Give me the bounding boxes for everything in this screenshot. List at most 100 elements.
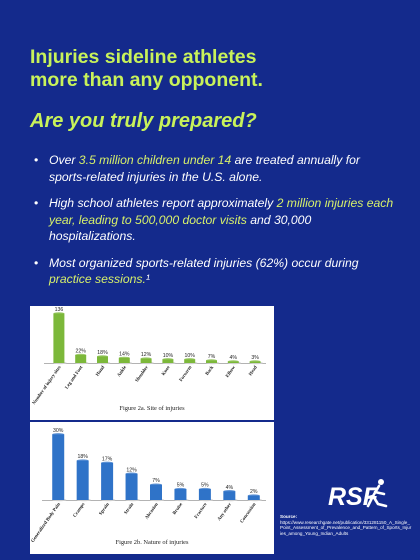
bar-cap	[198, 487, 211, 491]
bar-cap	[150, 483, 162, 486]
tick-label: Knee	[161, 365, 171, 377]
bar	[150, 484, 162, 500]
data-label: 18%	[77, 454, 88, 460]
site-of-injuries-chart: 136 Number of injury sites 22% Leg and Foot…	[32, 307, 266, 412]
source-citation: Source: https://www.researchgate.net/pub…	[280, 514, 412, 536]
tick-label: Fracture	[194, 502, 208, 520]
bullet-text: Most organized sports-related injuries (…	[49, 255, 359, 270]
tick-label: Ankle	[117, 365, 128, 378]
bar-cap	[140, 357, 152, 360]
tick-label: Shoulder	[135, 365, 150, 384]
data-label: 12%	[141, 352, 152, 358]
tick-label: Hand	[95, 365, 106, 378]
tick-label: Abrasion	[145, 502, 160, 521]
figure-site-of-injuries: 136 Number of injury sites 22% Leg and Foot…	[30, 306, 274, 420]
data-label: 3%	[251, 355, 259, 361]
figure-caption: Figure 2b. Nature of injuries	[116, 539, 189, 546]
bullet-highlight: practice sessions.	[49, 272, 146, 286]
figure-caption: Figure 2a. Site of injuries	[119, 405, 185, 412]
tick-label: Number of injury sites	[32, 365, 63, 406]
bar	[223, 491, 236, 500]
headline: Injuries sideline athletes more than any…	[30, 46, 400, 92]
bar-cap	[97, 355, 108, 358]
bullet-highlight: 2 million injuries each year, leading to…	[49, 196, 394, 227]
data-label: 10%	[163, 353, 174, 359]
bar	[101, 462, 114, 500]
subheadline: Are you truly prepared?	[30, 110, 257, 132]
data-label: 4%	[226, 485, 234, 491]
bar	[174, 489, 187, 500]
bar	[125, 473, 138, 500]
bar-cap	[118, 356, 130, 360]
data-label: 7%	[208, 354, 216, 360]
bar	[97, 356, 108, 363]
tick-label: Bruise	[172, 502, 184, 516]
data-label: 7%	[152, 478, 160, 484]
bar	[206, 360, 217, 363]
data-label: 5%	[177, 483, 185, 489]
tick-label: Cramps	[73, 502, 87, 519]
bullet-text: ¹	[145, 272, 150, 286]
bullet-item: Most organized sports-related injuries (…	[34, 255, 394, 288]
source-label: Source:	[280, 514, 298, 519]
headline-line-2: more than any opponent.	[30, 69, 263, 91]
figure-nature-of-injuries: 30% Generalized Body Pain 18% Cramps 17% Spra…	[30, 422, 274, 554]
bar	[118, 357, 130, 363]
bar-cap	[227, 360, 239, 363]
bar-cap	[75, 353, 87, 357]
data-label: 136	[55, 307, 64, 313]
bar	[75, 354, 87, 363]
bullet-list: Over 3.5 million children under 14 are t…	[34, 152, 394, 298]
data-label: 17%	[102, 456, 113, 462]
bar-cap	[223, 490, 236, 493]
tick-label: Concussion	[240, 502, 258, 524]
bar-cap	[206, 359, 217, 362]
bar	[198, 489, 211, 500]
data-label: 12%	[126, 467, 137, 473]
bullet-text: Over	[49, 153, 79, 167]
bar	[53, 313, 65, 363]
data-label: 22%	[76, 348, 87, 354]
tick-label: Leg and Foot	[65, 365, 85, 390]
data-label: 18%	[97, 350, 108, 356]
bar-cap	[184, 358, 196, 361]
bar	[76, 460, 89, 500]
tick-label: Generalized Body Pain	[31, 502, 62, 544]
tick-label: Any other	[217, 502, 233, 522]
tick-label: Strain	[124, 502, 136, 516]
tick-label: Sprain	[99, 502, 111, 516]
tick-label: Head	[248, 365, 259, 377]
tick-label: Elbow	[225, 365, 237, 379]
data-label: 5%	[201, 483, 209, 489]
data-label: 4%	[230, 355, 238, 361]
bullet-text: are treated annually for sports-related …	[49, 153, 360, 184]
bar-cap	[101, 461, 114, 465]
bullet-item: High school athletes report approximatel…	[34, 195, 394, 245]
bar-cap	[52, 433, 65, 436]
runner-icon: RSF	[328, 479, 388, 511]
bar	[52, 434, 65, 500]
bar-cap	[76, 459, 89, 462]
headline-line-1: Injuries sideline athletes	[30, 46, 257, 68]
bar-cap	[162, 358, 174, 361]
nature-of-injuries-chart: 30% Generalized Body Pain 18% Cramps 17% Spra…	[31, 428, 266, 546]
data-label: 2%	[250, 489, 258, 495]
bullet-item: Over 3.5 million children under 14 are t…	[34, 152, 394, 185]
source-url[interactable]: https://www.researchgate.net/publication…	[280, 519, 412, 536]
data-label: 10%	[185, 353, 196, 359]
data-label: 30%	[53, 428, 64, 434]
bullet-highlight: 3.5 million children under 14	[78, 153, 232, 167]
bar-cap	[53, 312, 65, 315]
bar-cap	[125, 472, 138, 475]
bullet-text: High school athletes report approximatel…	[49, 196, 277, 210]
bar-cap	[247, 494, 260, 497]
bar-cap	[249, 360, 261, 363]
bar	[247, 495, 260, 500]
bullet-text: and 30,000 hospitalizations.	[49, 212, 312, 244]
bar	[140, 358, 152, 363]
bar	[162, 359, 174, 363]
rsf-logo: RSF	[326, 476, 396, 517]
bar	[184, 359, 196, 363]
tick-label: Back	[205, 365, 215, 377]
tick-label: Forearm	[179, 365, 193, 383]
